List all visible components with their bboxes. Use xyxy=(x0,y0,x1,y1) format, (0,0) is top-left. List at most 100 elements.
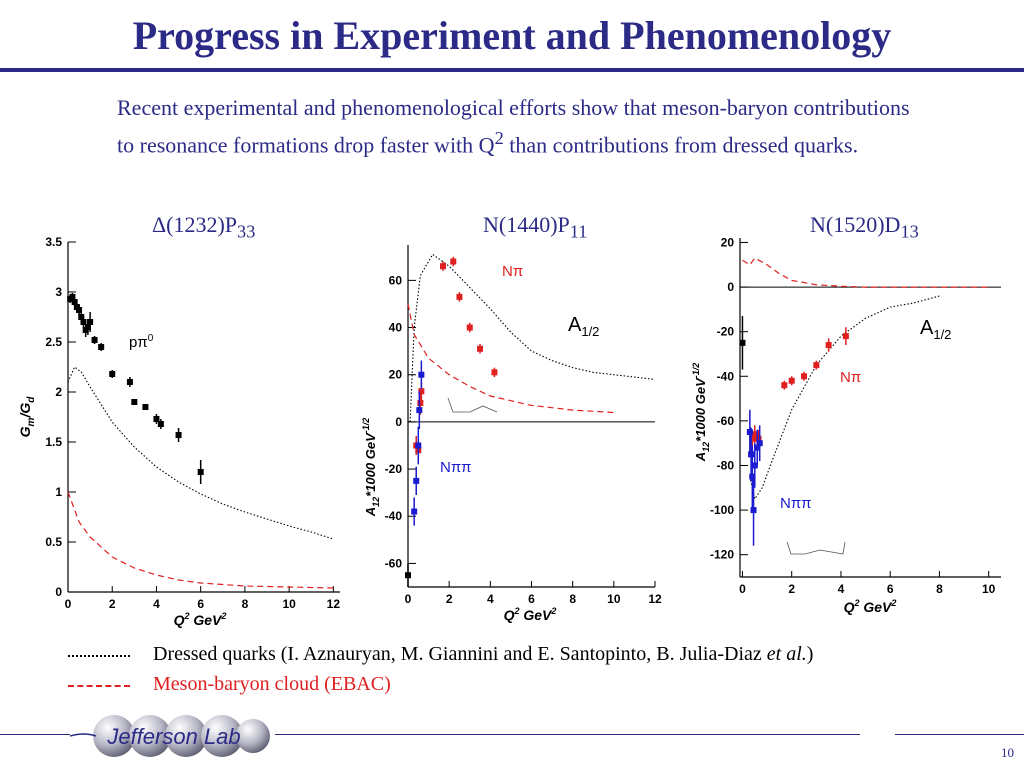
legend-meson-cloud: Meson-baryon cloud (EBAC) xyxy=(68,673,1018,701)
logo-sphere xyxy=(236,719,270,753)
plot-title-sub: 33 xyxy=(237,221,256,242)
data-point xyxy=(84,324,91,330)
y-tick-label: 0 xyxy=(55,585,62,599)
x-tick-label: 0 xyxy=(405,592,412,606)
y-axis-label: Gm/Gd xyxy=(17,396,37,438)
x-tick-label: 12 xyxy=(648,592,662,606)
x-tick-label: 10 xyxy=(607,592,621,606)
x-tick-label: 6 xyxy=(528,592,535,606)
data-point xyxy=(415,442,422,449)
chart-n1520: 0 2 4 6 8 10 -120 -100 -80 -60 -40 -20 0 20 Nπ Nππ A1… xyxy=(691,235,1001,615)
y-tick-label: 60 xyxy=(389,273,403,287)
intro-part-1: Recent experimental and phenomenological… xyxy=(117,95,910,158)
curves xyxy=(67,366,334,589)
data-point xyxy=(739,339,746,346)
x-tick-label: 6 xyxy=(197,597,204,611)
data-points xyxy=(405,256,498,587)
x-axis-label: Q2 GeV2 xyxy=(504,606,557,623)
footer-line-right xyxy=(895,734,1024,735)
data-point xyxy=(749,435,756,442)
axes xyxy=(407,245,655,588)
plot-title-n1520: N(1520)D13 xyxy=(810,212,919,242)
intro-part-2: than contributions from dressed quarks. xyxy=(503,132,859,158)
y-tick-label: -40 xyxy=(385,509,403,523)
intro-superscript: 2 xyxy=(494,128,504,148)
y-tick-label: 0.5 xyxy=(45,535,62,549)
data-points xyxy=(67,293,204,484)
data-point xyxy=(466,324,473,331)
data-point xyxy=(405,572,411,579)
data-point xyxy=(418,371,425,378)
plot-title-n1440: N(1440)P11 xyxy=(483,212,587,242)
y-tick-label: -40 xyxy=(717,369,735,383)
x-tick-label: 8 xyxy=(936,582,943,596)
x-tick-label: 4 xyxy=(487,592,494,606)
data-point xyxy=(749,473,756,480)
legend-etal: et al. xyxy=(766,643,807,665)
legend-meson-label: Meson-baryon cloud (EBAC) xyxy=(153,673,391,695)
plot-title-delta: Δ(1232)P33 xyxy=(152,212,255,242)
data-point xyxy=(80,319,87,325)
y-axis-label: A12*1000 GeV-1/2 xyxy=(361,418,381,518)
data-point xyxy=(197,469,204,475)
meson-baryon-curve xyxy=(67,491,334,589)
data-point xyxy=(87,319,94,325)
x-tick-label: 8 xyxy=(569,592,576,606)
legend-dashed-symbol xyxy=(68,685,130,687)
data-point xyxy=(98,344,105,350)
logo-swoosh xyxy=(70,733,97,737)
annotation-npipi: Nππ xyxy=(440,459,472,476)
logo-sphere xyxy=(165,715,207,757)
plot-title-sub: 13 xyxy=(900,221,919,242)
data-point xyxy=(157,421,164,427)
data-point xyxy=(153,416,160,422)
logo-sphere xyxy=(201,715,243,757)
y-tick-label: -20 xyxy=(717,325,735,339)
data-point xyxy=(825,342,832,349)
data-point xyxy=(109,371,116,377)
plot-title-main: N(1520)D xyxy=(810,212,901,237)
y-tick-label: -120 xyxy=(710,548,734,562)
data-point xyxy=(91,337,98,343)
data-point xyxy=(450,258,457,265)
title-divider xyxy=(0,68,1024,72)
y-axis-label: A12*1000 GeV-1/2 xyxy=(691,363,711,463)
y-tick-label: 40 xyxy=(389,321,403,335)
footer-line-left xyxy=(0,734,70,735)
y-tick-label: -80 xyxy=(717,458,735,472)
data-point xyxy=(69,294,76,300)
data-point xyxy=(416,407,423,414)
data-point xyxy=(131,399,138,405)
data-point xyxy=(439,263,446,270)
systematic-band xyxy=(447,397,498,413)
y-tick-label: 3 xyxy=(55,285,62,299)
y-tick-label: -60 xyxy=(717,414,735,428)
data-points xyxy=(739,316,849,546)
x-tick-label: 4 xyxy=(153,597,160,611)
annotation-npi: Nπ xyxy=(840,369,861,386)
legend-dotted-symbol xyxy=(68,655,130,657)
x-tick-label: 6 xyxy=(887,582,894,596)
footer-line-middle xyxy=(275,734,860,735)
data-point xyxy=(78,314,85,320)
annotation-npi: Nπ xyxy=(502,263,523,280)
data-point xyxy=(751,431,758,438)
y-tick-label: -60 xyxy=(385,556,403,570)
intro-text: Recent experimental and phenomenological… xyxy=(117,92,917,160)
x-tick-label: 2 xyxy=(788,582,795,596)
curves xyxy=(742,257,989,501)
ticks: 0 2 4 6 8 10 -120 -100 -80 -60 -40 -20 0 20 xyxy=(710,235,996,596)
y-tick-label: 2 xyxy=(55,385,62,399)
data-point xyxy=(751,462,758,469)
data-point xyxy=(788,377,795,384)
data-point xyxy=(418,388,425,395)
ticks: 0 2 4 6 8 10 12 -60 -40 -20 0 20 40 60 xyxy=(385,273,662,606)
annotation-npipi: Nππ xyxy=(780,495,812,512)
y-tick-label: 20 xyxy=(389,368,403,382)
y-tick-label: 0 xyxy=(395,415,402,429)
x-tick-label: 12 xyxy=(327,597,341,611)
data-point xyxy=(750,507,757,514)
data-point xyxy=(76,307,83,313)
x-axis-label: Q2 GeV2 xyxy=(174,611,227,628)
data-point xyxy=(756,440,763,447)
